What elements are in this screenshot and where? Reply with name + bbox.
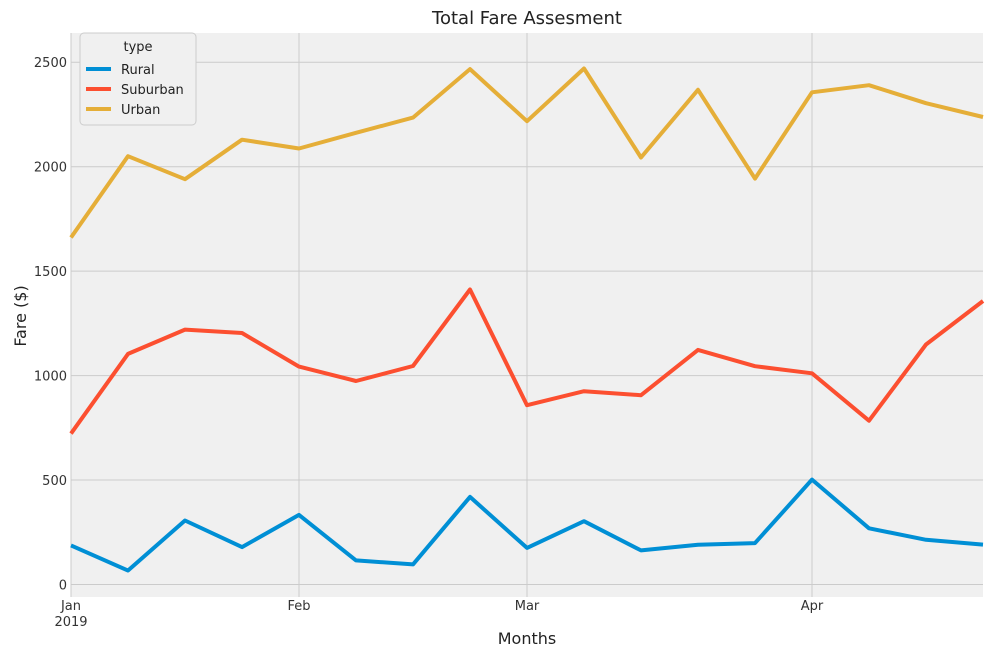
y-tick-label: 1500 <box>34 265 67 280</box>
y-tick-label: 2500 <box>34 56 67 71</box>
series-lines <box>69 66 985 573</box>
chart-title: Total Fare Assesment <box>431 8 622 29</box>
x-tick-label: Apr <box>801 599 824 614</box>
legend: type Rural Suburban Urban <box>79 32 197 126</box>
x-tick-label: Jan <box>60 599 81 614</box>
x-tick-label: Mar <box>515 599 540 614</box>
x-tick-label: Feb <box>287 599 310 614</box>
x-tick-sublabel: 2019 <box>54 615 87 630</box>
legend-title: type <box>123 40 152 55</box>
legend-label-urban: Urban <box>121 103 160 118</box>
legend-box <box>79 32 197 126</box>
legend-label-suburban: Suburban <box>121 83 184 98</box>
x-axis-label: Months <box>498 629 556 648</box>
y-tick-label: 2000 <box>34 161 67 176</box>
series-line-suburban <box>69 287 985 435</box>
y-axis-label: Fare ($) <box>11 285 30 346</box>
series-line-rural <box>70 477 984 573</box>
y-tick-label: 1000 <box>34 370 67 385</box>
y-axis-ticks: 0 500 1000 1500 2000 2500 <box>34 56 67 593</box>
y-tick-label: 0 <box>59 578 67 593</box>
series-line-urban <box>69 66 984 239</box>
y-tick-label: 500 <box>42 474 67 489</box>
gridlines <box>70 33 983 597</box>
legend-label-rural: Rural <box>121 63 155 78</box>
